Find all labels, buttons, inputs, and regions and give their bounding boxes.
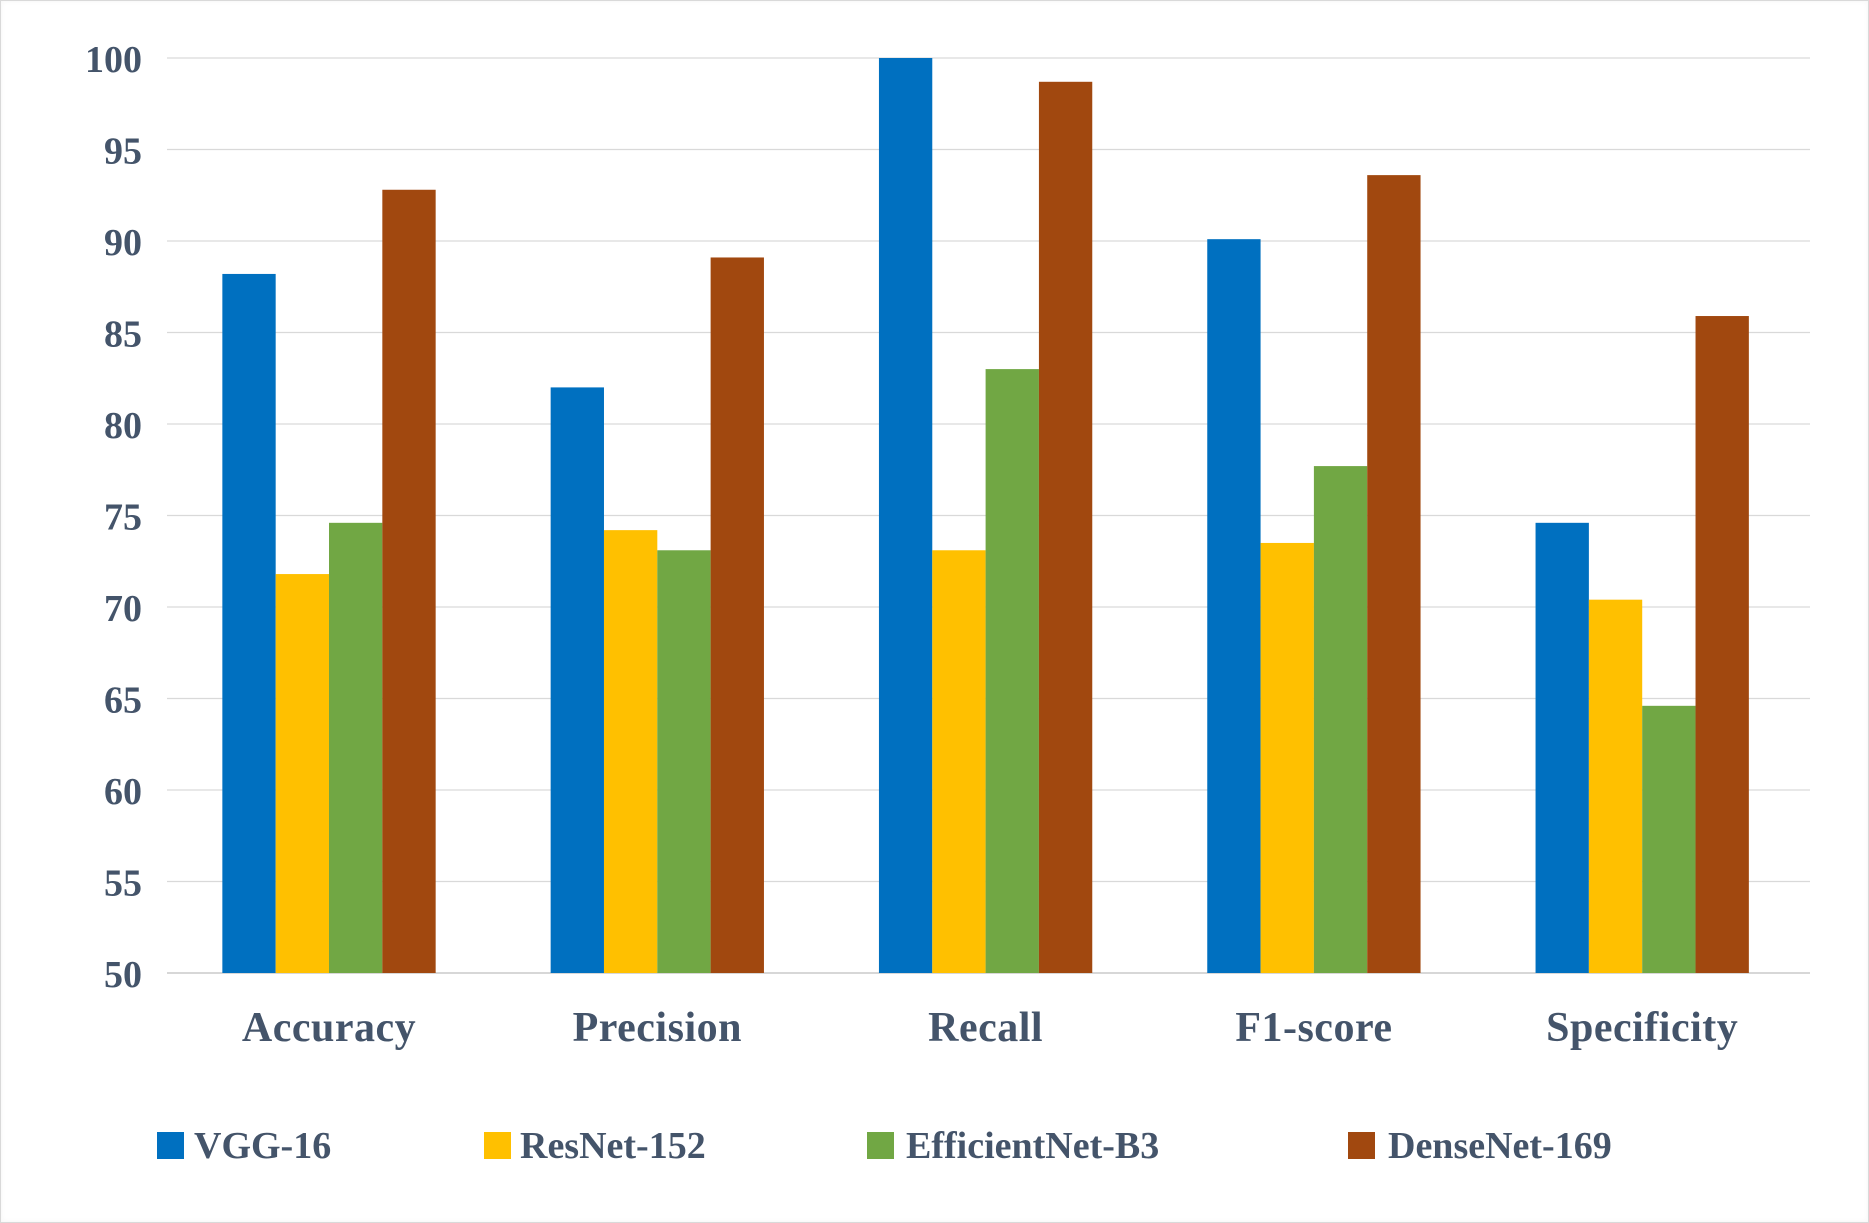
svg-text:Precision: Precision: [573, 1005, 742, 1051]
svg-text:EfficientNet-B3: EfficientNet-B3: [906, 1125, 1159, 1167]
svg-text:55: 55: [104, 863, 142, 905]
svg-text:75: 75: [104, 497, 142, 539]
svg-text:ResNet-152: ResNet-152: [520, 1125, 706, 1167]
svg-text:80: 80: [104, 405, 142, 447]
svg-text:Recall: Recall: [928, 1005, 1043, 1051]
svg-text:95: 95: [104, 131, 142, 173]
svg-text:90: 90: [104, 222, 142, 264]
svg-text:100: 100: [85, 39, 142, 81]
svg-text:DenseNet-169: DenseNet-169: [1388, 1125, 1612, 1167]
svg-text:Accuracy: Accuracy: [242, 1005, 416, 1051]
svg-text:Specificity: Specificity: [1546, 1005, 1738, 1051]
svg-text:F1-score: F1-score: [1235, 1005, 1392, 1051]
svg-text:85: 85: [104, 314, 142, 356]
svg-text:65: 65: [104, 680, 142, 722]
svg-text:50: 50: [104, 954, 142, 996]
svg-text:70: 70: [104, 588, 142, 630]
svg-text:60: 60: [104, 771, 142, 813]
svg-text:VGG-16: VGG-16: [194, 1125, 331, 1167]
